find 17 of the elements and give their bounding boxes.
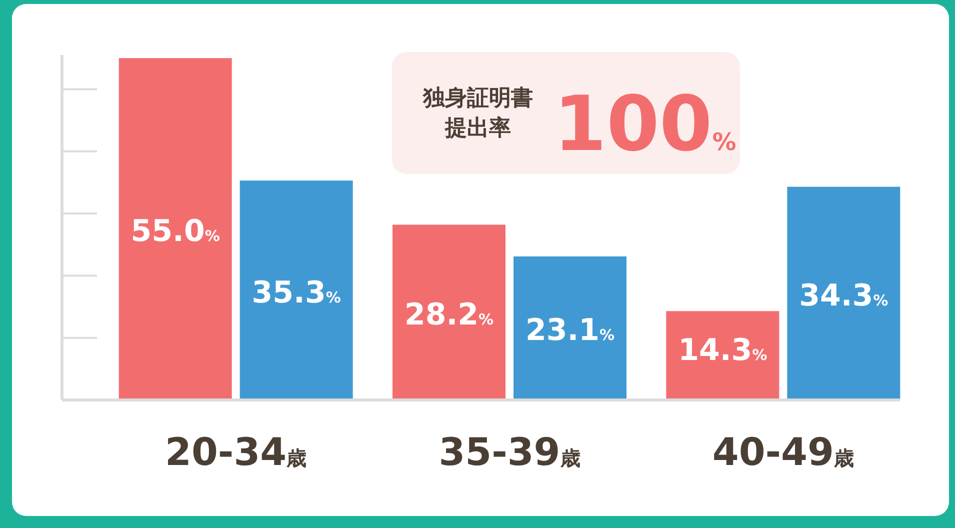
data-label: 55.0% (130, 214, 220, 250)
bar (787, 186, 900, 400)
data-label: 35.3% (252, 275, 341, 310)
annotation: 100% (554, 79, 736, 168)
bar (240, 180, 353, 400)
x-tick-label: 20-34歳 (165, 430, 307, 474)
data-label: 23.1% (525, 313, 615, 348)
bar (118, 58, 232, 400)
bar (392, 224, 506, 400)
bar (514, 256, 626, 400)
data-label: 14.3% (678, 333, 768, 368)
x-tick-label: 40-49歳 (712, 430, 854, 474)
bar (666, 311, 780, 400)
x-tick-label: 35-39歳 (438, 430, 580, 474)
annotation: 独身証明書提出率 (422, 86, 533, 141)
data-label: 34.3% (799, 278, 888, 314)
data-label: 28.2% (404, 297, 494, 332)
